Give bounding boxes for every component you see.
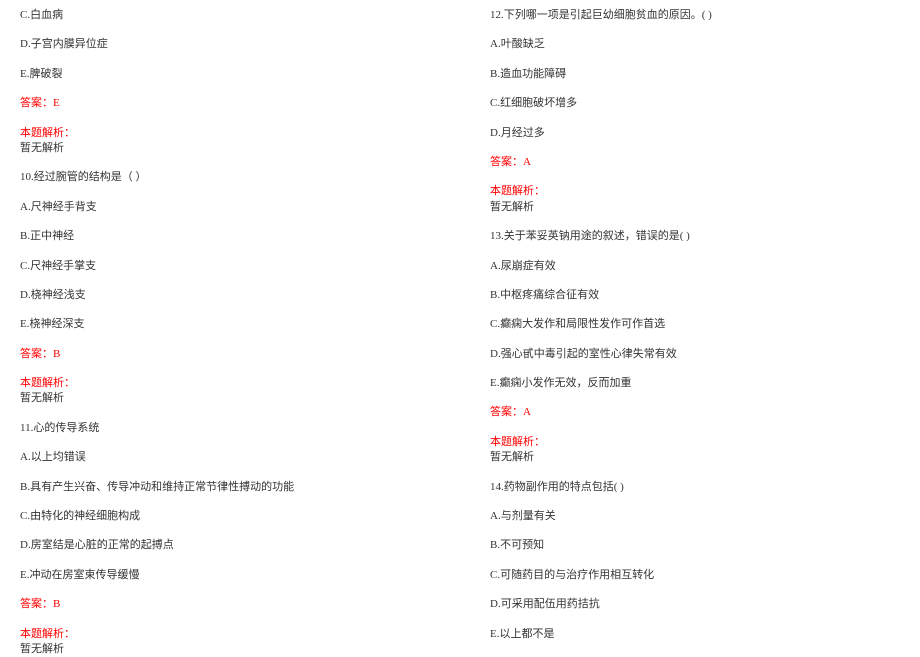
q13-answer: 答案：A (490, 405, 900, 420)
q11-answer: 答案：B (20, 597, 430, 612)
q11-explain-label: 本题解析： (20, 628, 75, 640)
q9-explain-text: 暂无解析 (20, 142, 64, 154)
q12-explain-text: 暂无解析 (490, 201, 534, 213)
q14-stem: 14.药物副作用的特点包括( ) (490, 480, 900, 495)
q10-option-b: B.正中神经 (20, 229, 430, 244)
q10-answer: 答案：B (20, 347, 430, 362)
q9-option-d: D.子宫内膜异位症 (20, 37, 430, 52)
q14-option-e: E.以上都不是 (490, 627, 900, 642)
q10-option-a: A.尺神经手背支 (20, 200, 430, 215)
q9-answer: 答案：E (20, 96, 430, 111)
q14-option-b: B.不可预知 (490, 538, 900, 553)
q11-explanation: 本题解析： 暂无解析 (20, 627, 430, 657)
q13-stem: 13.关于苯妥英钠用途的叙述，错误的是( ) (490, 229, 900, 244)
q14-option-a: A.与剂量有关 (490, 509, 900, 524)
q13-explain-label: 本题解析： (490, 436, 545, 448)
q12-explanation: 本题解析： 暂无解析 (490, 184, 900, 215)
q12-option-d: D.月经过多 (490, 126, 900, 141)
q13-explanation: 本题解析： 暂无解析 (490, 435, 900, 466)
q10-option-d: D.桡神经浅支 (20, 288, 430, 303)
q10-explain-label: 本题解析： (20, 377, 75, 389)
q11-option-a: A.以上均错误 (20, 450, 430, 465)
q12-answer: 答案：A (490, 155, 900, 170)
right-column: 12.下列哪一项是引起巨幼细胞贫血的原因。( ) A.叶酸缺乏 B.造血功能障碍… (460, 8, 900, 643)
q11-option-c: C.由特化的神经细胞构成 (20, 509, 430, 524)
q10-option-e: E.桡神经深支 (20, 317, 430, 332)
q14-option-d: D.可采用配伍用药拮抗 (490, 597, 900, 612)
q10-option-c: C.尺神经手掌支 (20, 259, 430, 274)
q9-explanation: 本题解析： 暂无解析 (20, 126, 430, 157)
q10-explanation: 本题解析： 暂无解析 (20, 376, 430, 407)
q12-option-c: C.红细胞破坏增多 (490, 96, 900, 111)
q14-option-c: C.可随药目的与治疗作用相互转化 (490, 568, 900, 583)
q9-explain-label: 本题解析： (20, 127, 75, 139)
q12-stem: 12.下列哪一项是引起巨幼细胞贫血的原因。( ) (490, 8, 900, 23)
q11-stem: 11.心的传导系统 (20, 421, 430, 436)
q11-option-e: E.冲动在房室束传导缓慢 (20, 568, 430, 583)
q13-option-a: A.尿崩症有效 (490, 259, 900, 274)
q10-stem: 10.经过腕管的结构是（ ） (20, 170, 430, 185)
q13-option-e: E.癫痫小发作无效，反而加重 (490, 376, 900, 391)
q13-option-d: D.强心甙中毒引起的室性心律失常有效 (490, 347, 900, 362)
q13-explain-text: 暂无解析 (490, 451, 534, 463)
left-column: C.白血病 D.子宫内膜异位症 E.脾破裂 答案：E 本题解析： 暂无解析 10… (20, 8, 460, 643)
q12-option-a: A.叶酸缺乏 (490, 37, 900, 52)
q10-explain-text: 暂无解析 (20, 392, 64, 404)
q12-explain-label: 本题解析： (490, 185, 545, 197)
q9-option-e: E.脾破裂 (20, 67, 430, 82)
q11-explain-text: 暂无解析 (20, 643, 64, 655)
q11-option-d: D.房室结是心脏的正常的起搏点 (20, 538, 430, 553)
q12-option-b: B.造血功能障碍 (490, 67, 900, 82)
q13-option-b: B.中枢疼痛综合征有效 (490, 288, 900, 303)
q11-option-b: B.具有产生兴奋、传导冲动和维持正常节律性搏动的功能 (20, 480, 430, 495)
q9-option-c: C.白血病 (20, 8, 430, 23)
q13-option-c: C.癫痫大发作和局限性发作可作首选 (490, 317, 900, 332)
